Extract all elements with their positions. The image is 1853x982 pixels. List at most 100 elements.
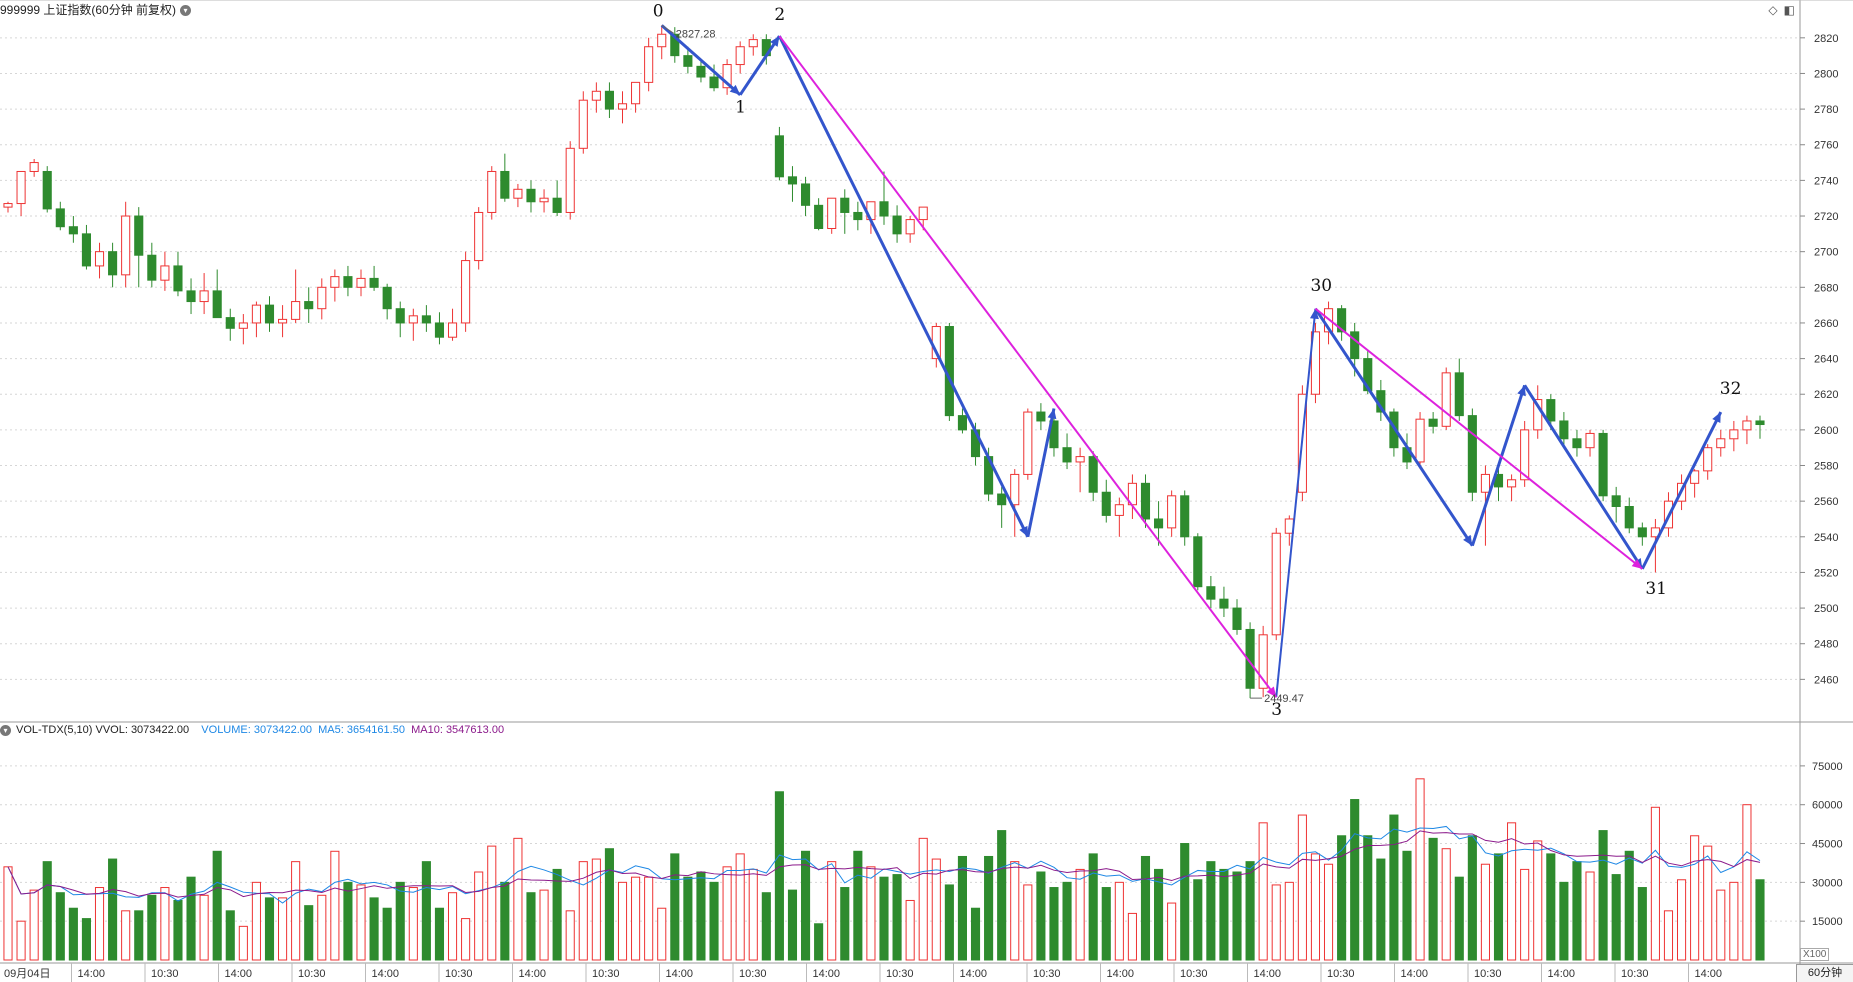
candle-body bbox=[1088, 456, 1098, 493]
candle-body bbox=[1624, 506, 1634, 529]
candle-body bbox=[94, 251, 105, 267]
candle-body bbox=[787, 176, 798, 185]
volume-bar bbox=[1637, 887, 1647, 961]
volume-menu-icon[interactable]: ▾ bbox=[0, 724, 11, 736]
time-axis-label: 10:30 bbox=[1033, 968, 1061, 980]
volume-tick-label: 75000 bbox=[1812, 761, 1843, 773]
price-tick-label: 2620 bbox=[1814, 389, 1838, 401]
volume-bar bbox=[147, 894, 157, 961]
volume-bar bbox=[787, 889, 798, 961]
time-axis-label: 14:00 bbox=[372, 968, 400, 980]
price-tick-label: 2740 bbox=[1814, 175, 1838, 187]
candle-body bbox=[369, 277, 379, 288]
volume-bar bbox=[1114, 881, 1124, 961]
candle-body bbox=[16, 170, 26, 205]
wave-line bbox=[660, 24, 742, 96]
volume-bar bbox=[487, 845, 497, 961]
volume-bar bbox=[997, 830, 1007, 961]
volume-bar bbox=[696, 871, 706, 961]
candle-body bbox=[905, 219, 915, 235]
dropdown-icon[interactable]: ▾ bbox=[180, 5, 192, 17]
candle-body bbox=[1114, 504, 1124, 516]
candle-body bbox=[1755, 420, 1765, 426]
price-tick-label: 2640 bbox=[1814, 354, 1838, 366]
wave-line-main-head bbox=[1266, 686, 1277, 698]
candle-body bbox=[382, 286, 392, 310]
candle-body bbox=[1075, 456, 1085, 463]
candle-body bbox=[1310, 331, 1321, 395]
candle-body bbox=[696, 65, 706, 78]
volume-bar bbox=[434, 907, 445, 961]
volume-bar bbox=[892, 874, 902, 961]
volume-bar bbox=[1297, 814, 1307, 961]
volume-bar bbox=[853, 850, 863, 961]
candle-body bbox=[434, 322, 445, 338]
candle-body bbox=[1598, 432, 1608, 497]
volume-bar bbox=[1716, 889, 1726, 961]
candle-body bbox=[1428, 418, 1438, 427]
price-tick-label: 2760 bbox=[1814, 140, 1838, 152]
volume-bar bbox=[369, 897, 379, 961]
volume-bar bbox=[1480, 863, 1490, 961]
volume-bar bbox=[186, 876, 196, 961]
price-tick-label: 2580 bbox=[1814, 461, 1838, 473]
volume-bar bbox=[1049, 887, 1059, 961]
candle-body bbox=[330, 276, 340, 288]
price-tick-label: 2660 bbox=[1814, 318, 1838, 330]
candle-body bbox=[1232, 607, 1242, 630]
volume-bar bbox=[879, 876, 889, 961]
volume-bar bbox=[225, 910, 235, 961]
volume-bar bbox=[984, 855, 994, 961]
low-price-label: 2449.47 bbox=[1264, 693, 1304, 705]
price-tick-label: 2680 bbox=[1814, 282, 1838, 294]
volume-bar bbox=[800, 850, 811, 961]
volume-bar bbox=[840, 887, 850, 961]
volume-bar bbox=[1376, 858, 1386, 961]
candle-body bbox=[1507, 479, 1517, 488]
volume-bar bbox=[1533, 840, 1543, 961]
candle-body bbox=[1441, 372, 1451, 427]
candle-body bbox=[827, 197, 837, 229]
period-label[interactable]: 60分钟 bbox=[1796, 964, 1853, 982]
volume-bar bbox=[1663, 910, 1674, 961]
volume-bar bbox=[461, 918, 471, 961]
candle-body bbox=[199, 290, 209, 303]
candle-body bbox=[1742, 420, 1752, 431]
candle-body bbox=[317, 286, 327, 310]
wave-line bbox=[1470, 384, 1527, 547]
volume-bar bbox=[291, 861, 301, 961]
candle-body bbox=[487, 170, 497, 213]
candle-body bbox=[1167, 495, 1177, 529]
volume-bar bbox=[395, 881, 405, 961]
volume-bar bbox=[474, 871, 484, 961]
candle-body bbox=[278, 318, 288, 324]
candle-body bbox=[447, 322, 458, 338]
volume-bar bbox=[500, 881, 510, 961]
volume-bar bbox=[735, 853, 745, 961]
wave-line-head bbox=[1309, 308, 1319, 320]
high-price-label: 2827.28 bbox=[676, 28, 716, 40]
candle-body bbox=[1206, 586, 1216, 600]
time-axis-label: 10:30 bbox=[1474, 968, 1502, 980]
panel-toggle-icon[interactable]: ◧ bbox=[1783, 3, 1795, 17]
candle-body bbox=[251, 304, 261, 324]
candle-body bbox=[1363, 358, 1373, 392]
candle-body bbox=[1036, 411, 1046, 422]
volume-bar bbox=[683, 876, 693, 961]
volume-bar bbox=[1127, 912, 1137, 961]
volume-bar bbox=[1676, 879, 1687, 961]
price-tick-label: 2500 bbox=[1814, 603, 1838, 615]
volume-bar bbox=[565, 910, 575, 961]
volume-bar bbox=[604, 848, 614, 961]
wave-line bbox=[738, 35, 781, 96]
volume-bar bbox=[748, 868, 758, 961]
volume-bar bbox=[866, 866, 876, 961]
time-axis-label: 10:30 bbox=[886, 968, 914, 980]
volume-bar bbox=[1572, 861, 1582, 961]
diamond-icon[interactable]: ◇ bbox=[1768, 3, 1778, 17]
volume-bar bbox=[957, 855, 968, 961]
volume-ma5: MA5: 3654161.50 bbox=[318, 724, 405, 736]
wave-line-head bbox=[770, 36, 780, 47]
candle-body bbox=[644, 46, 654, 83]
